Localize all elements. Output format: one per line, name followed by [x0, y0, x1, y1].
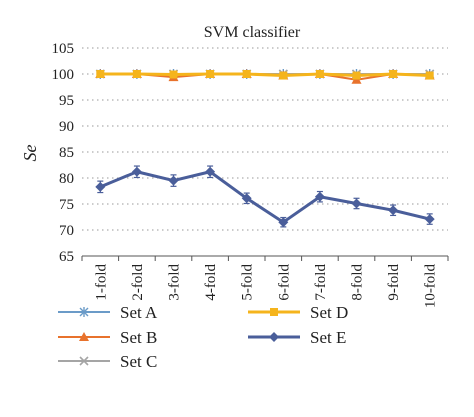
data-point	[352, 71, 361, 80]
data-point	[169, 70, 178, 79]
legend-label: Set D	[310, 303, 348, 322]
data-point	[205, 166, 216, 177]
data-point	[388, 205, 399, 216]
data-point	[206, 70, 215, 78]
legend-item-set-c: Set C	[58, 352, 157, 371]
series-set-b	[95, 69, 435, 84]
series-line	[99, 170, 431, 224]
data-point	[389, 70, 398, 78]
legend-marker	[79, 356, 89, 366]
legend-item-set-a: Set A	[58, 303, 158, 322]
series-set-d	[96, 70, 434, 80]
legend-marker	[269, 332, 279, 342]
x-tick-label: 6-fold	[276, 264, 292, 301]
y-tick-label: 95	[59, 93, 74, 109]
data-point	[95, 181, 106, 192]
y-tick-label: 90	[59, 119, 74, 135]
x-tick-label: 2-fold	[130, 264, 146, 301]
legend-item-set-d: Set D	[248, 303, 348, 322]
data-point	[96, 70, 105, 78]
x-tick-label: 7-fold	[313, 264, 329, 301]
y-tick-label: 70	[59, 223, 74, 239]
data-point	[242, 70, 251, 78]
y-axis-label: Se	[20, 145, 40, 162]
data-point	[279, 71, 288, 80]
data-point	[168, 175, 179, 186]
chart-title: SVM classifier	[204, 24, 301, 41]
axes: 65 70 75 80 85 90 95 100 105 1-fold 2-fold 3-fold 4-…	[52, 41, 449, 308]
data-point	[314, 191, 325, 202]
x-tick-label: 9-fold	[386, 264, 402, 301]
y-tick-label: 100	[52, 67, 75, 83]
legend-label: Set C	[120, 352, 157, 371]
data-point	[424, 214, 435, 225]
x-tick-label: 10-fold	[423, 264, 439, 309]
series-set-e	[95, 165, 435, 228]
data-point	[351, 198, 362, 209]
y-tick-label: 80	[59, 171, 74, 187]
data-point	[132, 70, 141, 78]
y-tick-label: 105	[52, 41, 75, 57]
legend-marker	[79, 332, 89, 341]
x-tick-label: 8-fold	[350, 264, 366, 301]
data-point	[315, 70, 324, 78]
x-tick-label: 4-fold	[203, 264, 219, 301]
legend-item-set-b: Set B	[58, 328, 157, 347]
legend-label: Set B	[120, 328, 157, 347]
x-tick-label: 3-fold	[167, 264, 183, 301]
data-point	[131, 166, 142, 177]
data-point	[425, 71, 434, 80]
series-line	[100, 72, 430, 78]
legend-label: Set A	[120, 303, 158, 322]
legend-marker	[270, 308, 278, 316]
x-tick-label: 5-fold	[240, 264, 256, 301]
x-tick-label: 1-fold	[93, 264, 109, 301]
plot-area	[95, 69, 435, 228]
data-point	[241, 193, 252, 204]
legend-marker	[79, 307, 89, 317]
y-tick-label: 65	[59, 249, 74, 265]
legend: Set A Set B Set C Set D Set E	[58, 303, 348, 371]
y-tick-label: 85	[59, 145, 74, 161]
legend-item-set-e: Set E	[248, 328, 346, 347]
data-point	[278, 217, 289, 228]
y-tick-label: 75	[59, 197, 74, 213]
legend-label: Set E	[310, 328, 346, 347]
